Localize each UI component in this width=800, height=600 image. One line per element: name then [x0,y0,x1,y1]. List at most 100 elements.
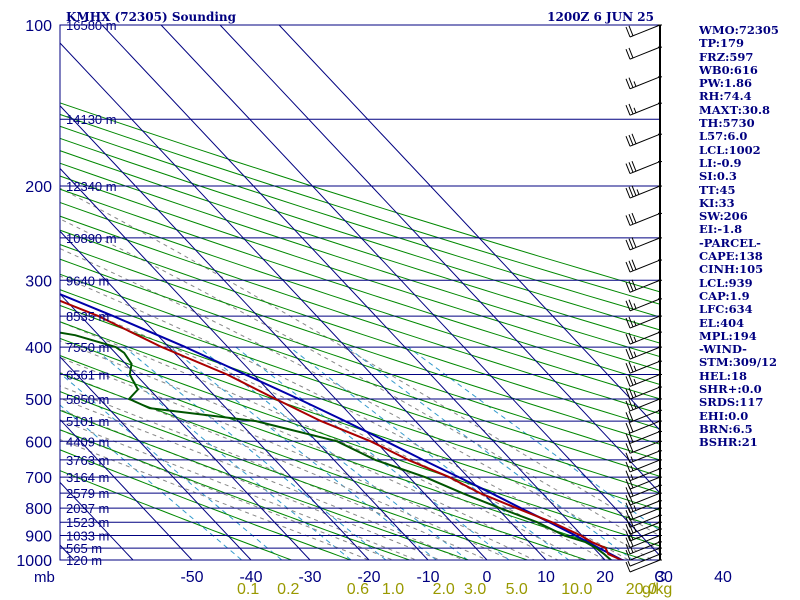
wind-barb [625,331,662,345]
sounding-index: EL:404 [699,316,745,330]
wind-barb [625,102,662,116]
wind-barb [627,553,662,567]
wind-barb-flag [625,443,631,454]
isotherm-line [60,418,193,560]
wind-barb-shaft [629,521,661,535]
mixing-ratio-line [346,346,634,560]
sounding-profiles [60,293,627,560]
wind-barb [625,259,662,273]
sounding-index: -PARCEL- [699,236,761,250]
pressure-label: 900 [25,529,52,546]
moist-adiabat-line [60,429,394,560]
pressure-label: 800 [25,501,52,518]
wind-barb-shaft [629,484,661,498]
sounding-index: SHR+:0.0 [699,383,762,397]
wind-barb-flag [625,163,631,174]
wind-barb-flag [625,187,631,199]
moist-adiabat-line [60,248,654,560]
wind-barb [625,420,662,434]
mixing-ratio-label: 0.6 [347,581,369,598]
pressure-label: 100 [25,18,52,35]
height-label: 8535 m [66,309,109,324]
pressure-label: 600 [25,434,52,451]
isotherm-line [160,25,660,557]
wind-barb-shaft [629,237,661,251]
wind-barb-flag [625,412,631,423]
temperature-unit: C [654,569,666,586]
height-label: 565 m [66,541,102,556]
wind-barb-half-flag [633,526,637,533]
height-label: 2037 m [66,501,109,516]
wind-barb-flag [628,536,634,547]
isotherms [60,25,660,560]
isotherm-line [60,167,429,560]
dry-adiabats [60,102,660,560]
isotherm-line [60,293,311,560]
wind-barb [625,315,662,329]
isotherm-line [278,25,660,431]
sounding-index: HEL:18 [699,369,747,383]
wind-barb-flag [625,300,631,312]
wind-barb-shaft [629,559,661,573]
wind-barb [625,398,662,412]
height-label: 5850 m [66,392,109,407]
dry-adiabat-line [60,449,352,560]
wind-barb [625,185,662,199]
wind-barb [625,373,662,387]
wind-barb [625,535,662,548]
wind-barb [625,547,662,561]
wind-barb-flag [628,347,634,359]
dry-adiabat-line [60,304,660,511]
pressure-label: 1000 [16,553,52,570]
mixing-ratio-label: 3.0 [464,581,486,598]
isotherm-line [219,25,660,494]
temperature-tick-label: -10 [416,569,439,586]
wind-barb-half-flag [633,365,637,371]
height-label: 5101 m [66,414,109,429]
wind-barb-shaft [629,409,661,423]
wind-barb-flag [625,363,631,374]
wind-barb [625,459,662,473]
sounding-index: CAP:1.9 [699,289,750,303]
wind-barb-shaft [629,528,661,542]
wind-barb [625,521,662,535]
wind-barb-shaft [629,398,661,412]
wind-barb-flag [628,47,634,59]
wind-barb-flag [625,561,631,573]
sounding-index: BSHR:21 [699,436,758,450]
mixing-ratio-line [60,372,283,560]
wind-barb [625,24,662,38]
sounding-indices-panel: WMO:72305 TP:179 FRZ:597 WB0:616 PW:1.86 RH:7… [699,24,800,450]
sounding-index: MAXT:30.8 [699,103,770,117]
wind-barb-half-flag [630,547,634,553]
height-label: 12340 m [66,179,117,194]
sounding-index: LCL:939 [699,276,753,290]
wind-barb-shaft [629,24,661,38]
wind-barb-flag [625,530,631,542]
wind-barb-flag [625,215,631,226]
temperature-tick-label: 10 [537,569,555,586]
isotherm-line [101,25,606,560]
wind-barb-flag [631,279,637,291]
wind-barb-shaft [629,315,661,329]
wind-barb-half-flag [636,189,640,195]
wind-barb-flag [625,452,631,463]
wind-barb-half-flag [633,505,637,511]
mixing-ratio-label: 1.0 [382,581,404,598]
wind-barb-flag [625,317,631,329]
wind-barb-flag [625,549,631,561]
height-label: 1033 m [66,529,109,544]
wind-barb-shaft [629,476,661,490]
dry-adiabat-line [60,258,660,461]
mixing-ratio-line [169,346,438,560]
mixing-ratio-line [60,404,243,560]
wind-barb-flag [628,361,634,373]
dry-adiabat-line [60,113,660,305]
sounding-index: EHI:0.0 [699,409,749,423]
sounding-index: LFC:634 [699,303,753,317]
wind-barb-flag [628,25,634,36]
wind-barb-flag [628,103,634,115]
wind-barb-half-flag [633,403,637,409]
wind-barb-flag [625,26,631,38]
wind-barb-half-flag [630,474,634,480]
